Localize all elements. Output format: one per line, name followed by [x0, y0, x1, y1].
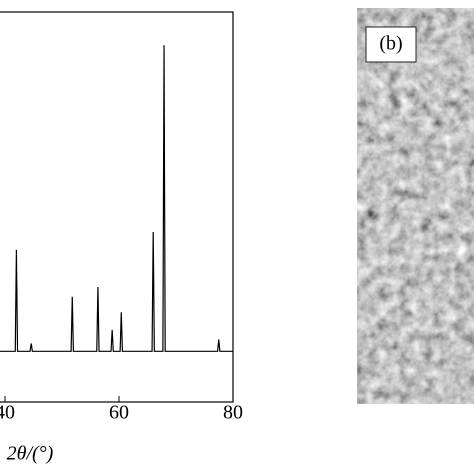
x-axis-label: 2θ/(°) — [7, 443, 54, 465]
plot-frame — [0, 11, 234, 403]
x-tick-label: 40 — [0, 402, 15, 424]
x-tick-label: 60 — [109, 402, 129, 424]
panel-label: (b) — [379, 33, 402, 55]
panel-label-box — [365, 26, 417, 63]
x-tick-label: 80 — [223, 402, 243, 424]
micrograph-panel: (b) — [357, 8, 474, 404]
micrograph — [357, 8, 474, 404]
diffraction-line — [0, 45, 233, 352]
xrd-plot: 40 60 80 2θ/(°) — [0, 11, 243, 465]
